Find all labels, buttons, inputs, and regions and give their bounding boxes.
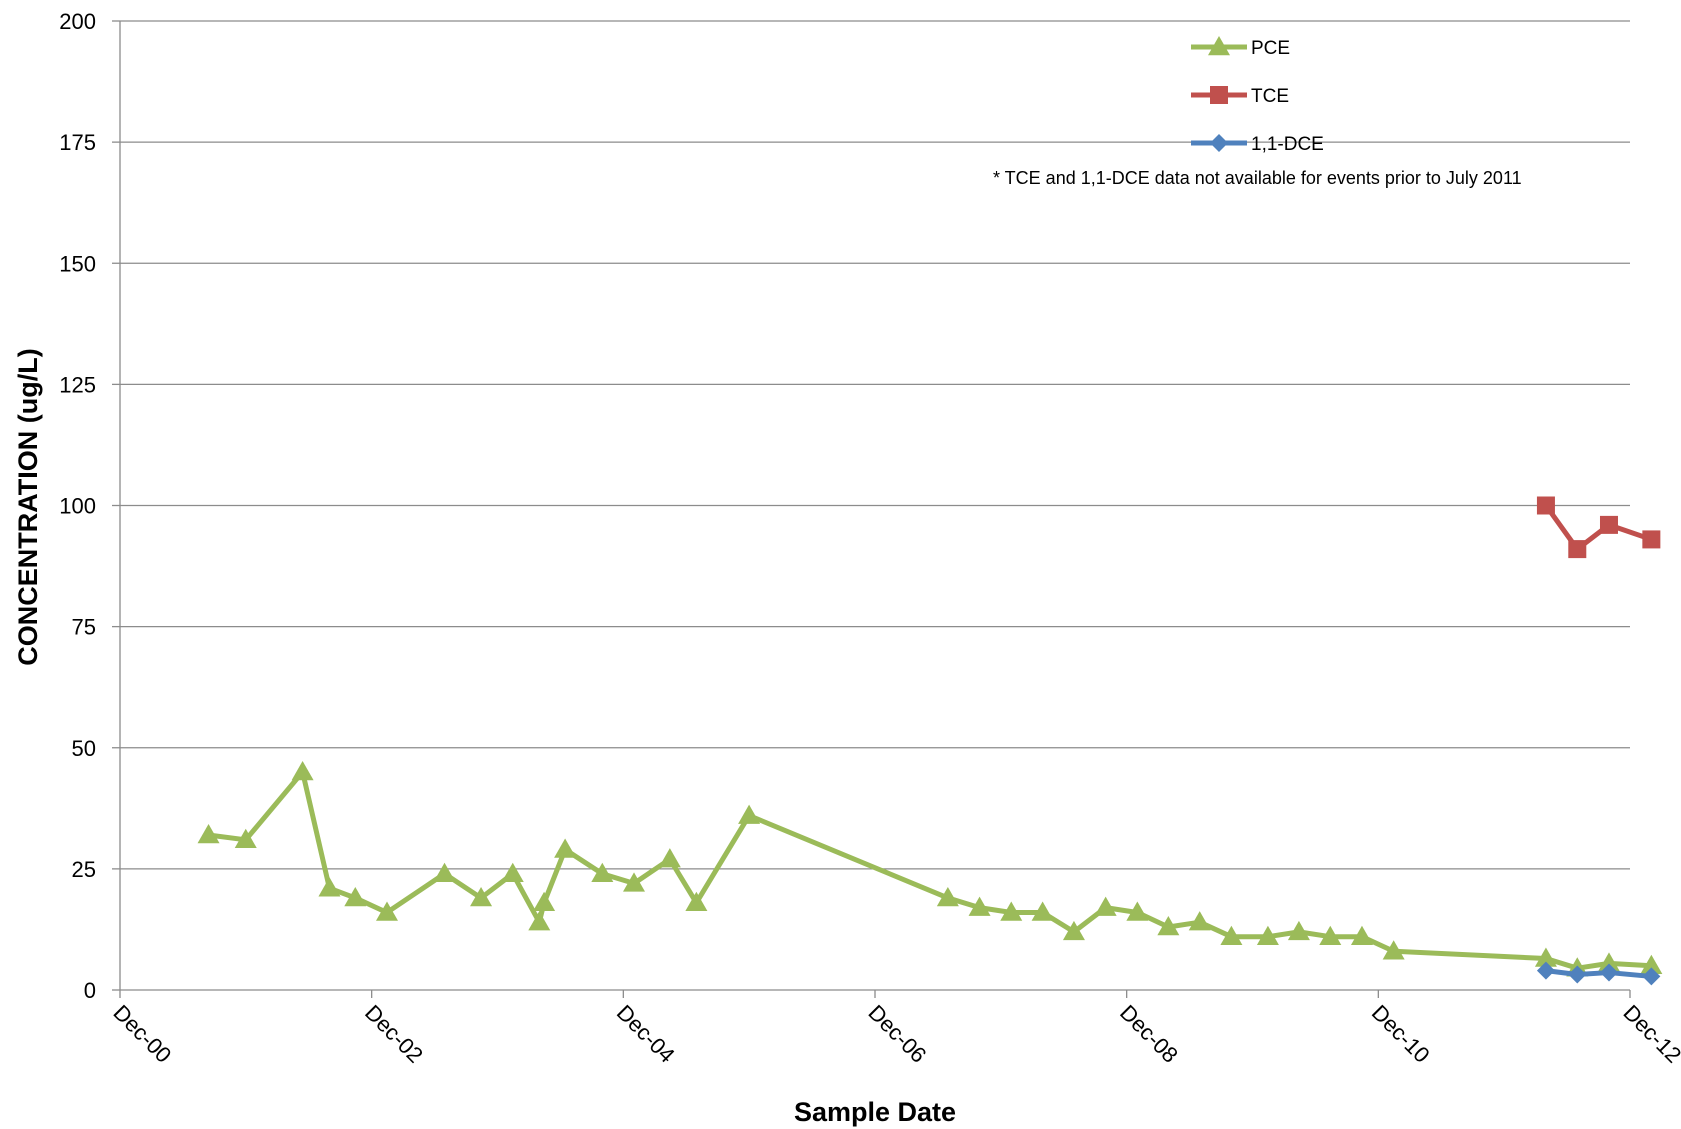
data-point-pce (1126, 901, 1149, 921)
data-availability-note: * TCE and 1,1-DCE data not available for… (993, 168, 1522, 188)
data-point-pce (1031, 901, 1054, 921)
data-point-pce (1094, 896, 1117, 916)
legend-label: PCE (1251, 38, 1290, 59)
legend-label: 1,1-DCE (1251, 134, 1324, 155)
data-point-pce (658, 848, 681, 868)
legend-marker (1210, 134, 1228, 152)
series-1-1-dce (1536, 961, 1661, 986)
data-point-pce (528, 911, 551, 931)
data-point-pce (738, 804, 761, 824)
y-tick-label: 25 (72, 857, 96, 882)
data-point-1-1-dce (1599, 963, 1618, 982)
x-tick-label: Dec-02 (360, 1000, 428, 1068)
data-point-pce (344, 886, 367, 907)
legend-item-1-1-dce: 1,1-DCE (1191, 134, 1324, 155)
data-point-1-1-dce (1568, 965, 1587, 984)
data-point-pce (1597, 952, 1620, 972)
axes (112, 20, 1631, 998)
legend-marker (1210, 86, 1228, 104)
data-point-tce (1568, 540, 1587, 559)
legend: PCE TCE 1,1-DCE (1191, 36, 1324, 155)
legend-item-tce: TCE (1191, 86, 1289, 107)
y-tick-label: 0 (84, 978, 96, 1003)
x-tick-label: Dec-04 (612, 1000, 680, 1068)
data-point-pce (1319, 925, 1342, 945)
data-point-pce (1157, 916, 1180, 936)
data-point-pce (1062, 920, 1085, 941)
legend-label: TCE (1251, 86, 1289, 107)
x-tick-label: Dec-12 (1618, 1000, 1681, 1068)
data-point-pce (1188, 911, 1211, 931)
data-point-pce (291, 760, 314, 781)
data-point-pce (1350, 925, 1373, 945)
y-tick-label: 50 (72, 736, 96, 761)
legend-marker (1208, 36, 1230, 56)
y-tick-label: 100 (59, 494, 96, 519)
data-point-pce (1220, 925, 1243, 945)
data-point-pce (375, 901, 398, 921)
legend-item-pce: PCE (1191, 36, 1290, 59)
data-point-tce (1536, 496, 1555, 515)
data-point-pce (433, 862, 456, 882)
data-point-pce (1000, 901, 1023, 921)
data-point-pce (197, 823, 220, 844)
y-tick-label: 200 (59, 9, 96, 34)
x-tick-label: Dec-06 (863, 1000, 931, 1068)
data-point-pce (1534, 947, 1557, 967)
data-point-pce (685, 891, 708, 912)
data-point-pce (533, 891, 556, 912)
data-point-pce (501, 862, 524, 882)
x-tick-labels: Dec-00 Dec-02 Dec-04 Dec-06 Dec-08 Dec-10 Dec-… (108, 1000, 1681, 1068)
x-tick-label: Dec-00 (108, 1000, 176, 1068)
data-point-pce (1382, 940, 1405, 960)
data-point-pce (1256, 925, 1279, 945)
x-axis-title: Sample Date (794, 1097, 956, 1127)
data-point-pce (554, 838, 577, 858)
data-point-pce (623, 872, 646, 892)
series-tce (1536, 496, 1661, 559)
gridlines (120, 20, 1630, 870)
y-tick-label: 125 (59, 372, 96, 397)
data-point-pce (936, 886, 959, 907)
x-tick-label: Dec-10 (1367, 1000, 1435, 1068)
series-line-tce (1543, 504, 1653, 552)
data-point-1-1-dce (1642, 967, 1661, 986)
data-point-pce (470, 886, 493, 907)
data-point-pce (318, 877, 341, 897)
series-line-pce (208, 769, 1652, 971)
data-point-tce (1642, 530, 1661, 549)
data-point-pce (968, 896, 991, 916)
y-tick-label: 75 (72, 615, 96, 640)
x-tick-label: Dec-08 (1115, 1000, 1183, 1068)
data-point-tce (1599, 515, 1618, 534)
y-axis-title: CONCENTRATION (ug/L) (13, 348, 43, 665)
series-line-1-1-dce (1545, 968, 1652, 979)
data-point-pce (1640, 954, 1663, 975)
y-tick-labels: 0 25 50 75 100 125 150 175 200 (59, 9, 96, 1003)
y-tick-label: 150 (59, 251, 96, 276)
data-point-pce (591, 862, 614, 882)
y-tick-label: 175 (59, 130, 96, 155)
data-point-1-1-dce (1536, 961, 1555, 980)
series-layer (197, 496, 1663, 986)
data-point-pce (1287, 920, 1310, 941)
data-point-pce (234, 828, 257, 849)
